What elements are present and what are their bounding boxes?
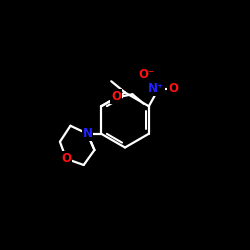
Text: O: O (61, 152, 71, 165)
Text: O: O (168, 82, 178, 95)
Text: N⁺: N⁺ (148, 82, 164, 95)
Text: O: O (111, 90, 121, 103)
Text: N: N (82, 127, 92, 140)
Text: O⁻: O⁻ (138, 68, 154, 82)
